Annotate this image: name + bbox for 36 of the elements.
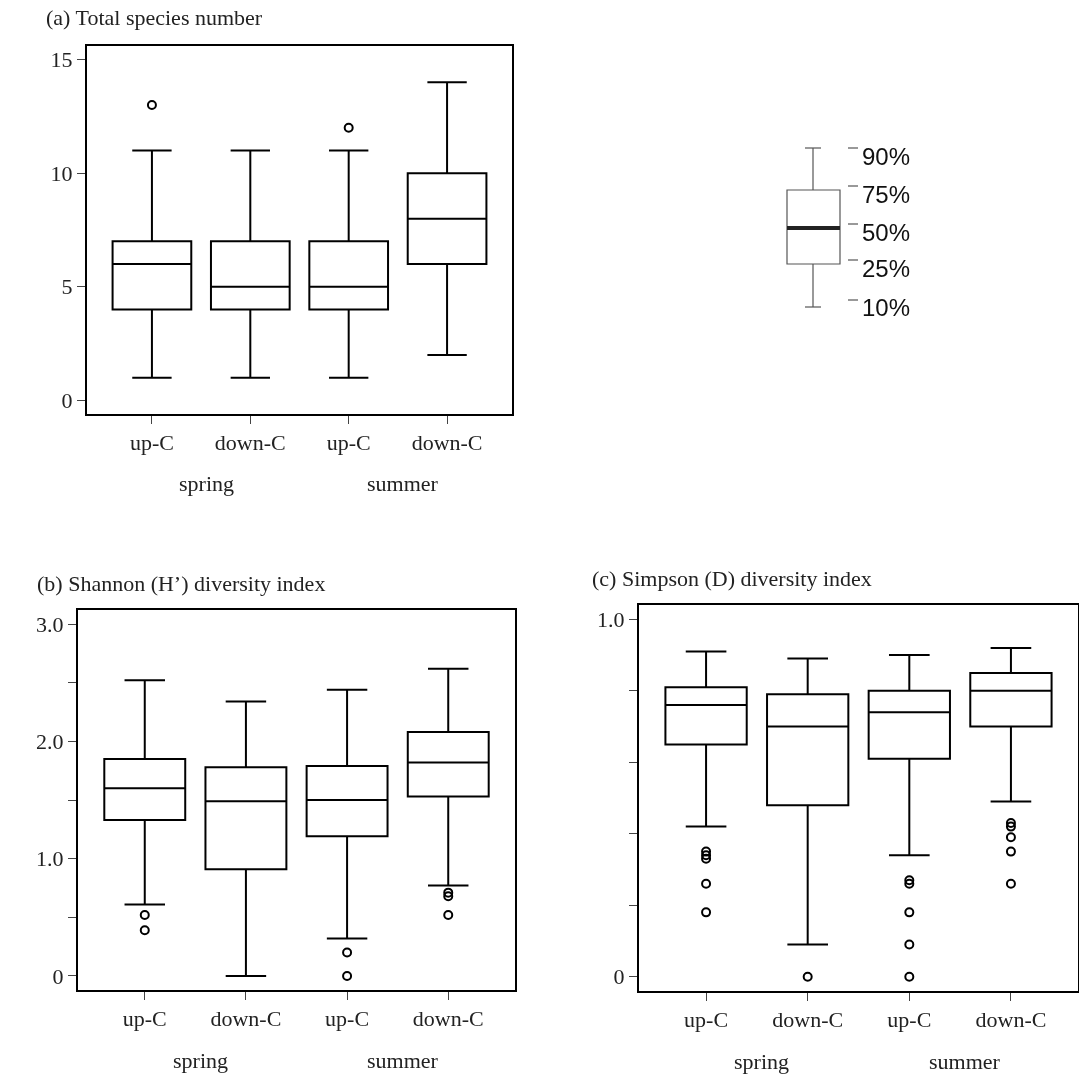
text: 25% xyxy=(862,255,911,282)
chart-title: (b) Shannon (H’) diversity index xyxy=(37,571,326,596)
text: spring xyxy=(173,1048,228,1073)
text: summer xyxy=(367,1048,439,1073)
x-tick-label: up-C xyxy=(887,1007,932,1033)
y-tick-label: 15 xyxy=(50,47,73,73)
y-tick-label: 1.0 xyxy=(36,846,64,872)
y-tick-label: 2.0 xyxy=(36,729,64,755)
x-tick-label: down-C xyxy=(975,1007,1047,1033)
text: 90% xyxy=(862,143,911,170)
text: 50% xyxy=(862,219,911,246)
x-tick-label: up-C xyxy=(326,430,371,456)
y-tick-label: 0 xyxy=(52,963,64,989)
x-tick-label: down-C xyxy=(210,1006,282,1032)
text: spring xyxy=(734,1049,789,1074)
x-tick-label: down-C xyxy=(772,1007,844,1033)
text: summer xyxy=(367,471,439,496)
y-tick-label: 1.0 xyxy=(597,607,625,632)
text: summer xyxy=(929,1049,1001,1074)
text: 75% xyxy=(862,181,911,208)
y-tick-label: 0 xyxy=(613,964,625,990)
x-tick-label: down-C xyxy=(412,1006,484,1032)
y-tick-label: 10 xyxy=(50,160,73,186)
x-tick-label: down-C xyxy=(411,430,483,456)
y-tick-label: 3.0 xyxy=(36,611,64,637)
x-tick-label: up-C xyxy=(129,430,174,456)
y-tick-label: 0 xyxy=(61,388,73,414)
chart-title: (a) Total species number xyxy=(46,5,263,30)
x-tick-label: up-C xyxy=(325,1006,370,1032)
y-tick-label: 5 xyxy=(61,274,73,300)
chart-title: (c) Simpson (D) diversity index xyxy=(592,566,872,591)
x-tick-label: up-C xyxy=(684,1007,729,1033)
text: spring xyxy=(179,471,234,496)
x-tick-label: down-C xyxy=(214,430,286,456)
x-tick-label: up-C xyxy=(122,1006,167,1032)
text: 10% xyxy=(862,294,911,321)
